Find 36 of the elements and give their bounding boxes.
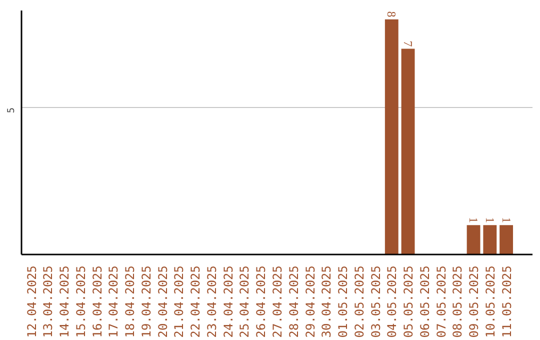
x-tick-label: 23.04.2025 xyxy=(204,265,219,338)
data-label: 1 xyxy=(499,217,514,224)
x-tick-label: 08.05.2025 xyxy=(450,265,465,338)
x-tick-label: 11.05.2025 xyxy=(500,265,514,338)
x-tick-label: 30.04.2025 xyxy=(320,265,334,338)
data-label: 1 xyxy=(482,217,497,224)
x-tick-label: 04.05.2025 xyxy=(385,265,400,338)
x-tick-label: 27.04.2025 xyxy=(270,265,284,338)
x-tick-label: 05.05.2025 xyxy=(402,265,416,338)
x-tick-label: 20.04.2025 xyxy=(156,265,170,338)
x-tick-label: 07.05.2025 xyxy=(434,265,448,338)
x-tick-label: 10.05.2025 xyxy=(483,265,498,338)
x-tick-label: 19.04.2025 xyxy=(139,265,154,338)
x-tick-label: 24.04.2025 xyxy=(221,265,236,338)
data-label: 1 xyxy=(466,217,481,224)
data-label: 8 xyxy=(384,11,399,18)
x-tick-label: 28.04.2025 xyxy=(286,265,301,338)
x-tick-label: 02.05.2025 xyxy=(352,265,366,338)
x-tick-label: 15.04.2025 xyxy=(74,265,88,338)
x-tick-label: 14.04.2025 xyxy=(58,265,72,338)
x-tick-label: 03.05.2025 xyxy=(368,265,383,338)
x-tick-label: 18.04.2025 xyxy=(123,265,138,338)
x-tick-label: 16.04.2025 xyxy=(90,265,104,338)
x-tick-label: 06.05.2025 xyxy=(418,265,432,338)
x-tick-label: 09.05.2025 xyxy=(467,265,482,338)
x-tick-label: 21.04.2025 xyxy=(172,265,186,338)
x-tick-label: 12.04.2025 xyxy=(24,265,39,338)
x-tick-label: 13.04.2025 xyxy=(41,265,56,338)
y-tick-label: 5 xyxy=(6,108,17,114)
x-tick-label: 01.05.2025 xyxy=(336,265,350,338)
data-label: 7 xyxy=(401,40,416,47)
x-tick-label: 22.04.2025 xyxy=(188,265,203,338)
x-tick-label: 25.04.2025 xyxy=(238,265,252,338)
x-tick-label: 29.04.2025 xyxy=(303,265,318,338)
x-tick-label: 26.04.2025 xyxy=(254,265,268,338)
x-tick-label: 17.04.2025 xyxy=(106,265,121,338)
